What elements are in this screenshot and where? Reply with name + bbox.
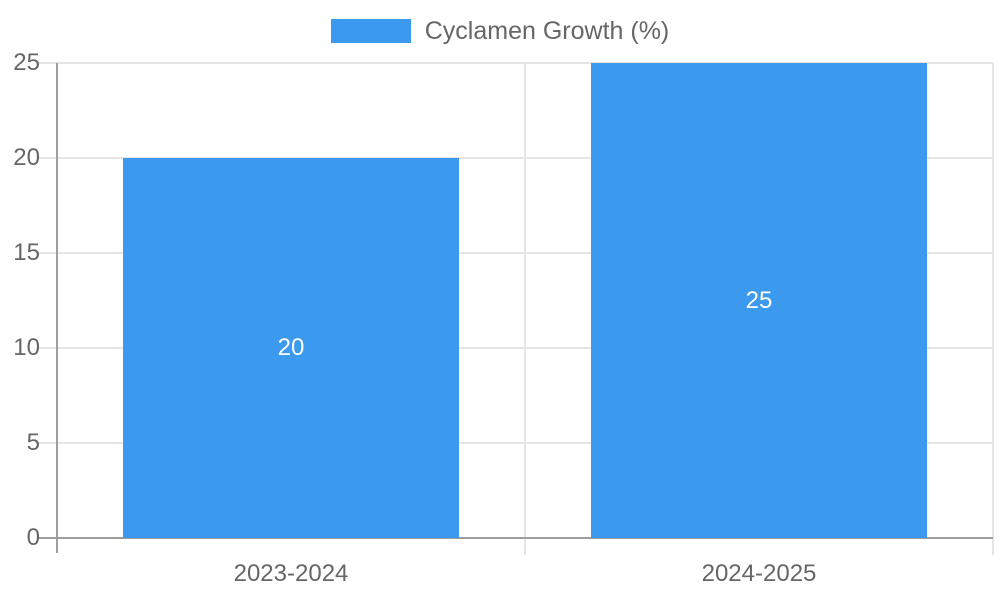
y-axis-tick xyxy=(38,62,57,64)
y-tick-label: 25 xyxy=(13,49,40,76)
bar[interactable] xyxy=(123,158,459,538)
chart-legend[interactable]: Cyclamen Growth (%) xyxy=(0,13,1000,49)
y-axis-tick xyxy=(38,252,57,254)
y-axis-tick xyxy=(38,442,57,444)
bar[interactable] xyxy=(591,63,927,538)
y-axis-line xyxy=(56,63,58,553)
x-tick-label: 2023-2024 xyxy=(233,560,349,587)
y-tick-label: 15 xyxy=(13,239,40,266)
category-divider xyxy=(524,63,526,555)
bar-value-label: 20 xyxy=(277,334,305,361)
bar-value-label: 25 xyxy=(745,286,773,314)
y-tick-label: 0 xyxy=(26,524,40,551)
y-axis-tick xyxy=(38,347,57,349)
legend-swatch xyxy=(330,19,411,43)
y-tick-label: 5 xyxy=(26,429,40,456)
legend-label: Cyclamen Growth (%) xyxy=(424,16,670,45)
y-axis-tick xyxy=(38,157,57,159)
x-axis-line xyxy=(39,537,993,539)
x-tick-label: 2024-2025 xyxy=(701,560,817,587)
y-tick-label: 20 xyxy=(13,144,40,171)
category-divider xyxy=(992,63,994,555)
y-tick-label: 10 xyxy=(13,334,40,361)
